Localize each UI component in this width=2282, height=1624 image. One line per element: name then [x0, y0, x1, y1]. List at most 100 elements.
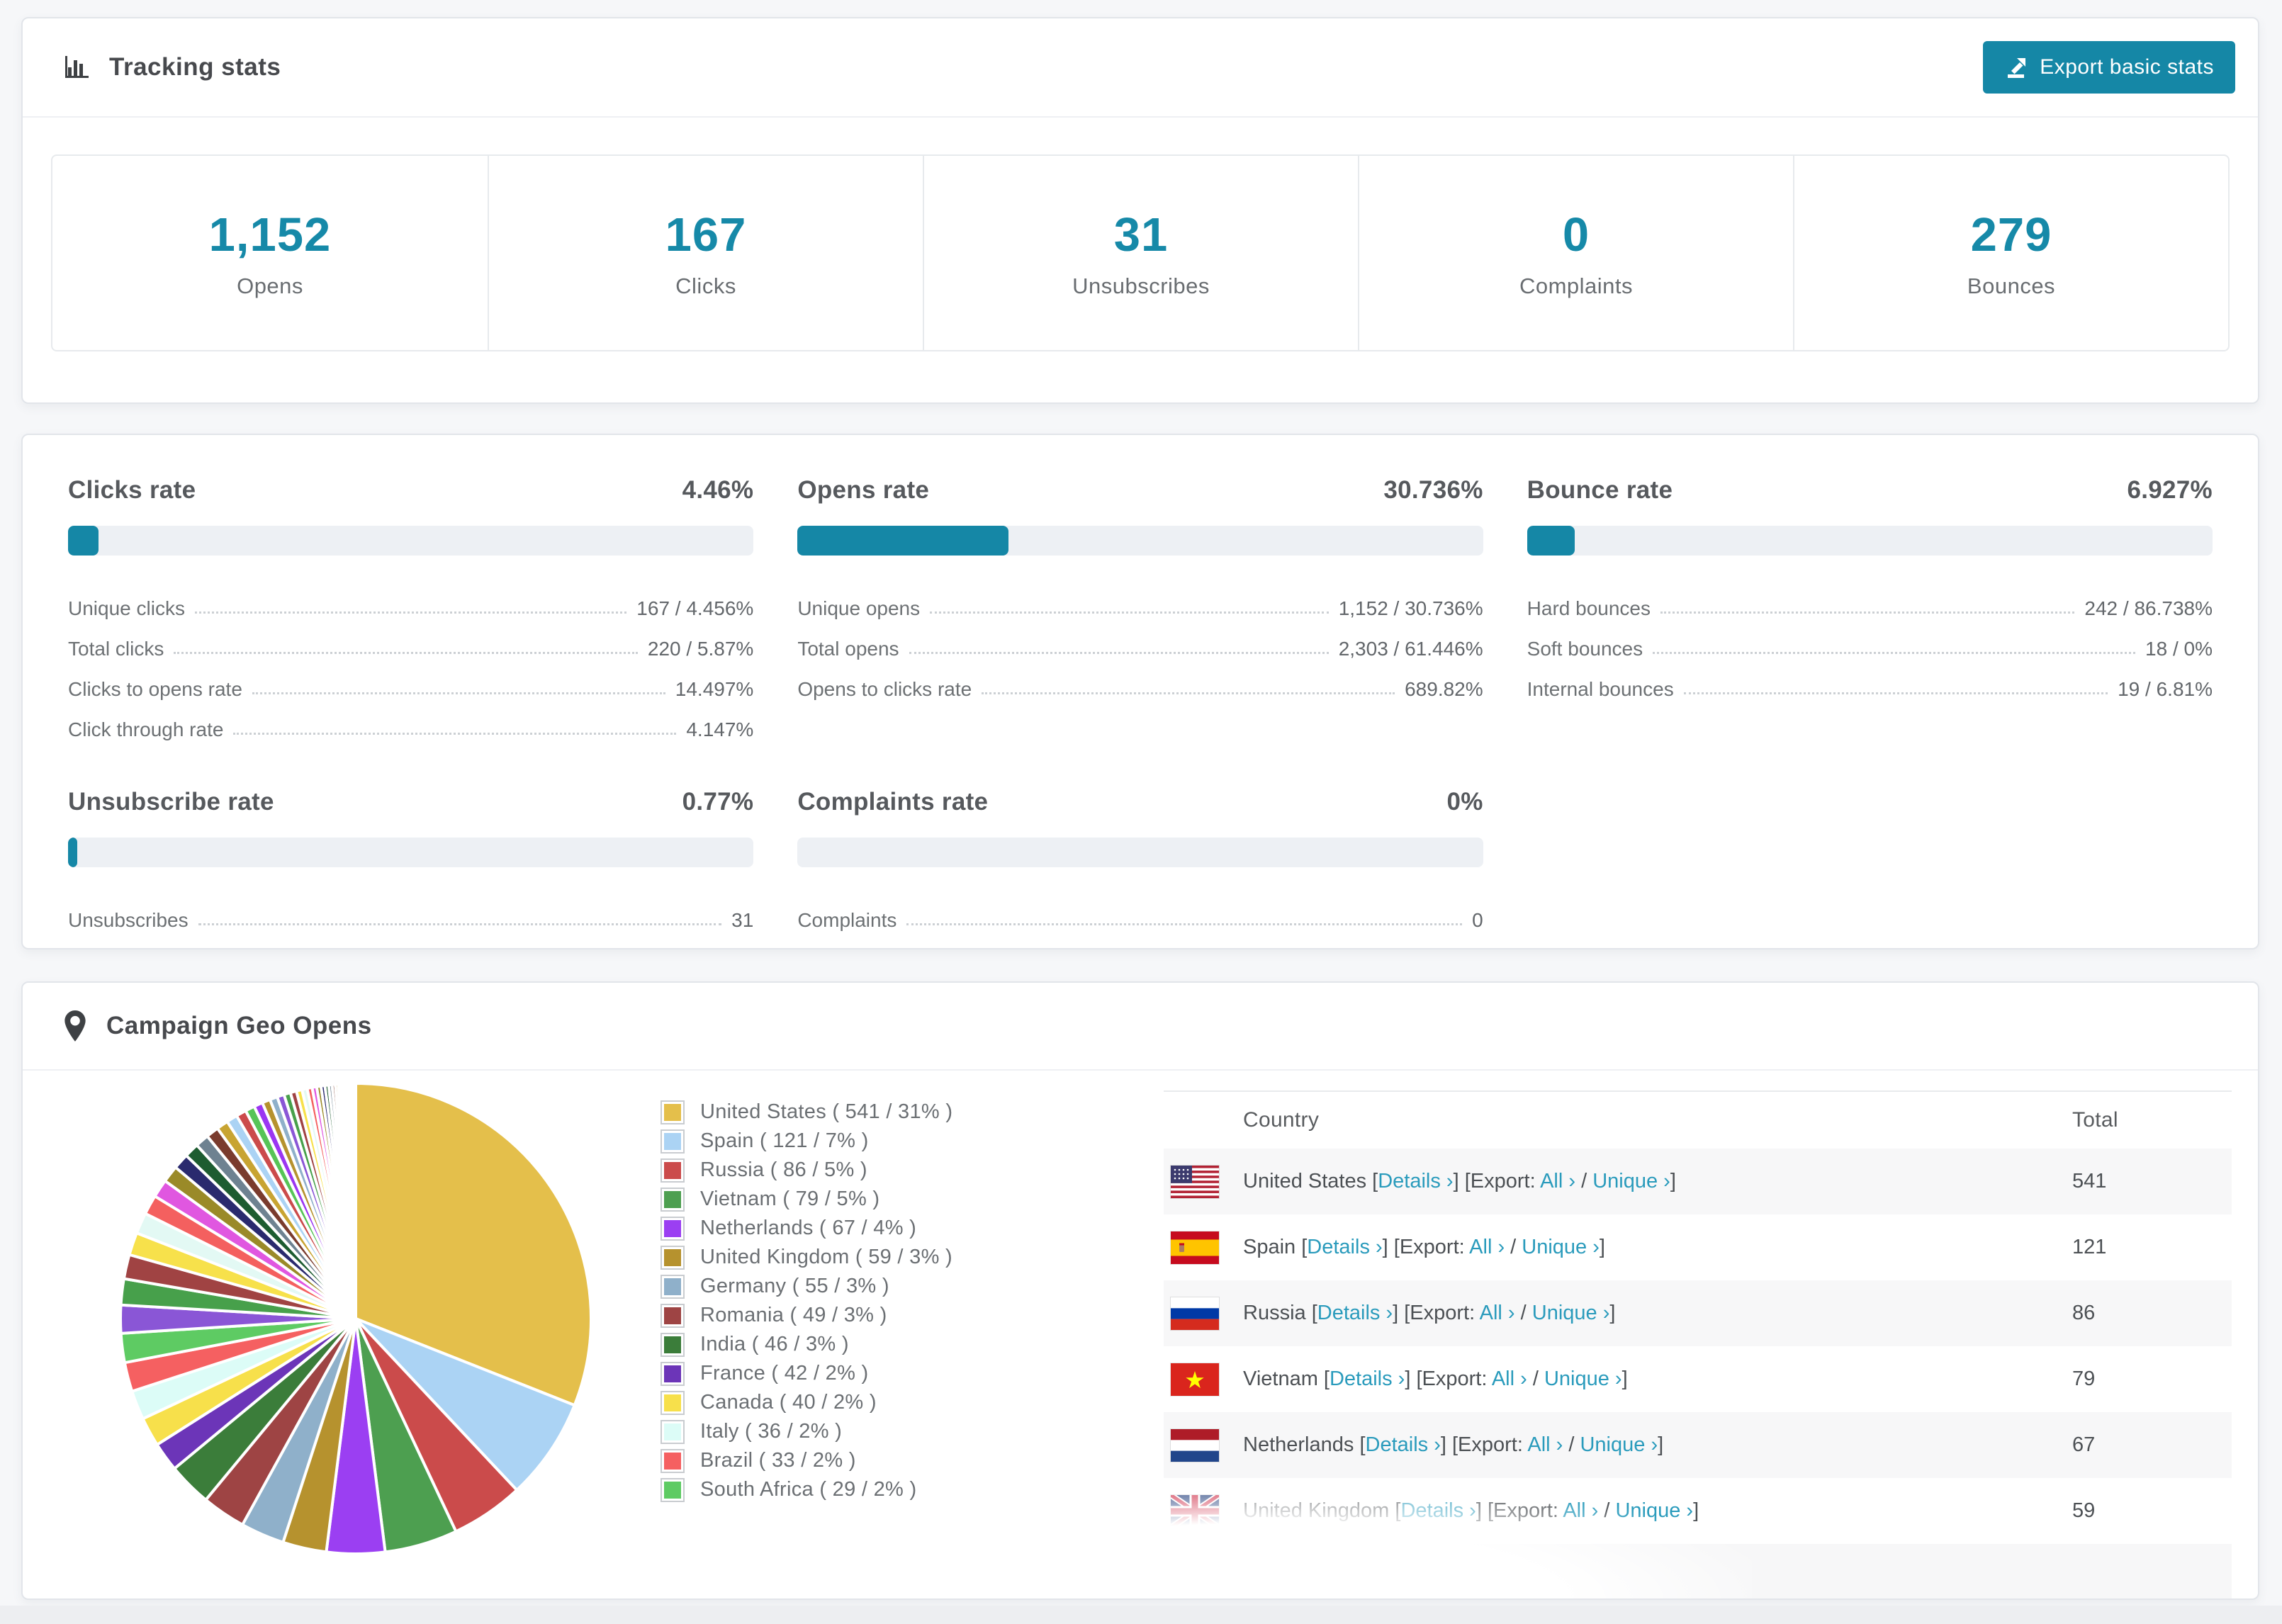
- legend-swatch: [661, 1332, 685, 1357]
- stat-value: 31: [1113, 208, 1169, 261]
- stats-summary-box: 1,152 Opens 167 Clicks 31 Unsubscribes 0 Compla…: [51, 154, 2230, 351]
- table-row-vietnam: Vietnam [Details ›] [Export: All › / Uni…: [1164, 1346, 2232, 1412]
- detail-label: Soft bounces: [1527, 638, 1643, 660]
- progress-bar-track: [68, 526, 754, 556]
- details-link[interactable]: Details ›: [1329, 1368, 1405, 1390]
- export-all-link[interactable]: All ›: [1491, 1368, 1527, 1390]
- detail-value: 689.82%: [1405, 678, 1483, 700]
- details-link[interactable]: Details ›: [1317, 1302, 1393, 1324]
- bracket: ]: [1670, 1170, 1676, 1192]
- legend-swatch: [661, 1303, 685, 1328]
- country-name: Russia: [1243, 1302, 1312, 1324]
- legend-item: India ( 46 / 3% ): [661, 1330, 952, 1359]
- detail-row: Complaints 0: [797, 891, 1483, 932]
- legend-label: Germany ( 55 / 3% ): [700, 1275, 889, 1297]
- export-all-link[interactable]: All ›: [1479, 1302, 1515, 1324]
- legend-item: United States ( 541 / 31% ): [661, 1098, 952, 1127]
- legend-label: Canada ( 40 / 2% ): [700, 1391, 877, 1414]
- export-all-link[interactable]: All ›: [1469, 1236, 1505, 1258]
- total-cell: 541: [2072, 1170, 2107, 1192]
- legend-item: Spain ( 121 / 7% ): [661, 1127, 952, 1156]
- slash: /: [1563, 1433, 1580, 1456]
- legend-label: Vietnam ( 79 / 5% ): [700, 1188, 880, 1210]
- export-all-link[interactable]: All ›: [1527, 1433, 1563, 1456]
- table-row-netherlands: Netherlands [Details ›] [Export: All › /…: [1164, 1412, 2232, 1478]
- country-flag-united-kingdom: [1164, 1494, 1243, 1528]
- total-cell: 67: [2072, 1433, 2096, 1456]
- export-unique-link[interactable]: Unique ›: [1544, 1368, 1622, 1390]
- pie-slice-1: [354, 1317, 577, 1492]
- dotted-leader: [930, 611, 1329, 614]
- country-name: Vietnam: [1243, 1368, 1324, 1390]
- detail-label: Total clicks: [68, 638, 164, 660]
- legend-label: Russia ( 86 / 5% ): [700, 1158, 867, 1181]
- details-link[interactable]: Details ›: [1378, 1170, 1454, 1192]
- export-unique-link[interactable]: Unique ›: [1580, 1433, 1658, 1456]
- stat-value: 1,152: [208, 208, 332, 261]
- legend-swatch: [661, 1361, 685, 1386]
- detail-value: 0: [1472, 909, 1483, 931]
- country-cell: United States [Details ›] [Export: All ›…: [1243, 1170, 2072, 1193]
- stat-cell-bounces: 279 Bounces: [1793, 156, 2228, 350]
- export-unique-link[interactable]: Unique ›: [1592, 1170, 1670, 1192]
- country-name: United Kingdom: [1243, 1499, 1395, 1522]
- rate-value: 0.77%: [682, 788, 754, 816]
- rate-details: Hard bounces 242 / 86.738% Soft bounces 18 …: [1527, 580, 2213, 701]
- legend-item: Italy ( 36 / 2% ): [661, 1417, 952, 1446]
- legend-swatch: [661, 1390, 685, 1415]
- rate-title: Unsubscribe rate: [68, 788, 274, 816]
- legend-item: Romania ( 49 / 3% ): [661, 1301, 952, 1330]
- table-row-united-kingdom: United Kingdom [Details ›] [Export: All …: [1164, 1478, 2232, 1544]
- legend-label: Romania ( 49 / 3% ): [700, 1304, 887, 1326]
- dotted-leader: [909, 652, 1329, 654]
- export-all-link[interactable]: All ›: [1540, 1170, 1576, 1192]
- export-icon: [2004, 55, 2028, 79]
- dotted-leader: [982, 692, 1395, 694]
- legend-item: Germany ( 55 / 3% ): [661, 1272, 952, 1301]
- details-link[interactable]: Details ›: [1307, 1236, 1383, 1258]
- table-row-spain: Spain [Details ›] [Export: All › / Uniqu…: [1164, 1214, 2232, 1280]
- campaign-geo-opens-card: Campaign Geo Opens United States ( 541 /…: [21, 981, 2259, 1600]
- progress-bar-fill: [797, 526, 1008, 556]
- export-unique-link[interactable]: Unique ›: [1522, 1236, 1600, 1258]
- export-unique-link[interactable]: Unique ›: [1615, 1499, 1694, 1522]
- geo-opens-table: Country Total United States [Details ›] …: [1164, 1090, 2232, 1598]
- rate-value: 4.46%: [682, 476, 754, 504]
- detail-row: Total opens 2,303 / 61.446%: [797, 620, 1483, 660]
- legend-item: Russia ( 86 / 5% ): [661, 1156, 952, 1185]
- country-cell: Netherlands [Details ›] [Export: All › /…: [1243, 1433, 2072, 1457]
- country-cell: Spain [Details ›] [Export: All › / Uniqu…: [1243, 1236, 2072, 1259]
- dotted-leader: [1653, 652, 2136, 654]
- table-row-russia: Russia [Details ›] [Export: All › / Uniq…: [1164, 1280, 2232, 1346]
- legend-label: India ( 46 / 3% ): [700, 1333, 849, 1355]
- slash: /: [1505, 1236, 1522, 1258]
- stat-cell-opens: 1,152 Opens: [52, 156, 488, 350]
- legend-swatch: [661, 1477, 685, 1502]
- country-flag-united-states: [1164, 1165, 1243, 1198]
- details-link[interactable]: Details ›: [1400, 1499, 1476, 1522]
- detail-label: Unique opens: [797, 597, 921, 619]
- progress-bar-track: [68, 838, 754, 867]
- export-basic-stats-button[interactable]: Export basic stats: [1983, 41, 2235, 94]
- export-button-label: Export basic stats: [2040, 55, 2214, 79]
- geo-body: United States ( 541 / 31% ) Spain ( 121 /…: [23, 1071, 2258, 1598]
- legend-swatch: [661, 1129, 685, 1154]
- detail-value: 31: [731, 909, 754, 931]
- detail-label: Hard bounces: [1527, 597, 1651, 619]
- details-link[interactable]: Details ›: [1365, 1433, 1441, 1456]
- export-all-link[interactable]: All ›: [1563, 1499, 1599, 1522]
- page-bottom-band: [0, 1606, 2282, 1624]
- bracket: ] [Export:: [1405, 1368, 1492, 1390]
- legend-swatch: [661, 1245, 685, 1270]
- legend-item: South Africa ( 29 / 2% ): [661, 1475, 952, 1504]
- detail-value: 18 / 0%: [2145, 638, 2213, 660]
- rate-title: Complaints rate: [797, 788, 989, 816]
- detail-value: 1,152 / 30.736%: [1338, 597, 1483, 619]
- stat-value: 279: [1970, 208, 2052, 261]
- legend-label: Brazil ( 33 / 2% ): [700, 1449, 856, 1472]
- tracking-stats-card: Tracking stats Export basic stats 1,152 O…: [21, 17, 2259, 404]
- rates-card: Clicks rate 4.46% Unique clicks 167 / 4.456…: [21, 434, 2259, 949]
- legend-swatch: [661, 1216, 685, 1241]
- export-unique-link[interactable]: Unique ›: [1531, 1302, 1610, 1324]
- detail-row: Unsubscribes 31: [68, 891, 753, 932]
